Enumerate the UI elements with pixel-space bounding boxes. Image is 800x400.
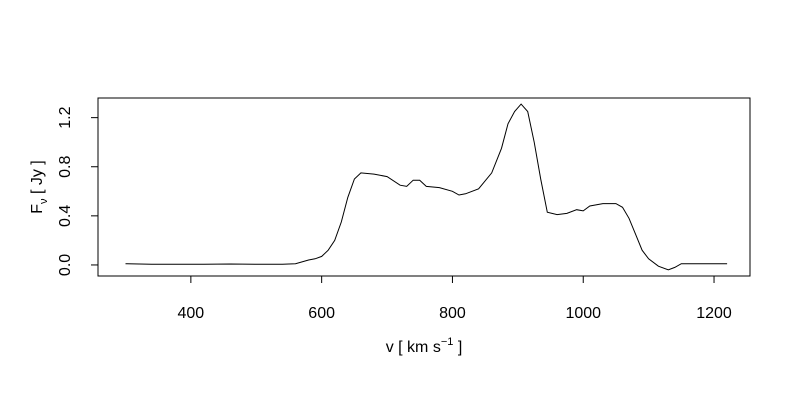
x-tick-label: 800 [439, 305, 466, 322]
y-tick-label: 0.0 [57, 254, 74, 276]
x-axis-label: v [ km s−1 ] [386, 336, 463, 356]
x-tick-label: 1000 [565, 305, 601, 322]
y-tick-label: 0.8 [57, 156, 74, 178]
plot-frame [97, 97, 751, 277]
x-tick-label: 1200 [696, 305, 732, 322]
x-tick-label: 600 [308, 305, 335, 322]
y-axis-label: Fν [ Jy ] [29, 160, 50, 214]
x-tick-label: 400 [178, 305, 205, 322]
y-tick-label: 0.4 [57, 205, 74, 227]
spectrum-line [125, 103, 728, 271]
y-tick-label: 1.2 [57, 106, 74, 128]
